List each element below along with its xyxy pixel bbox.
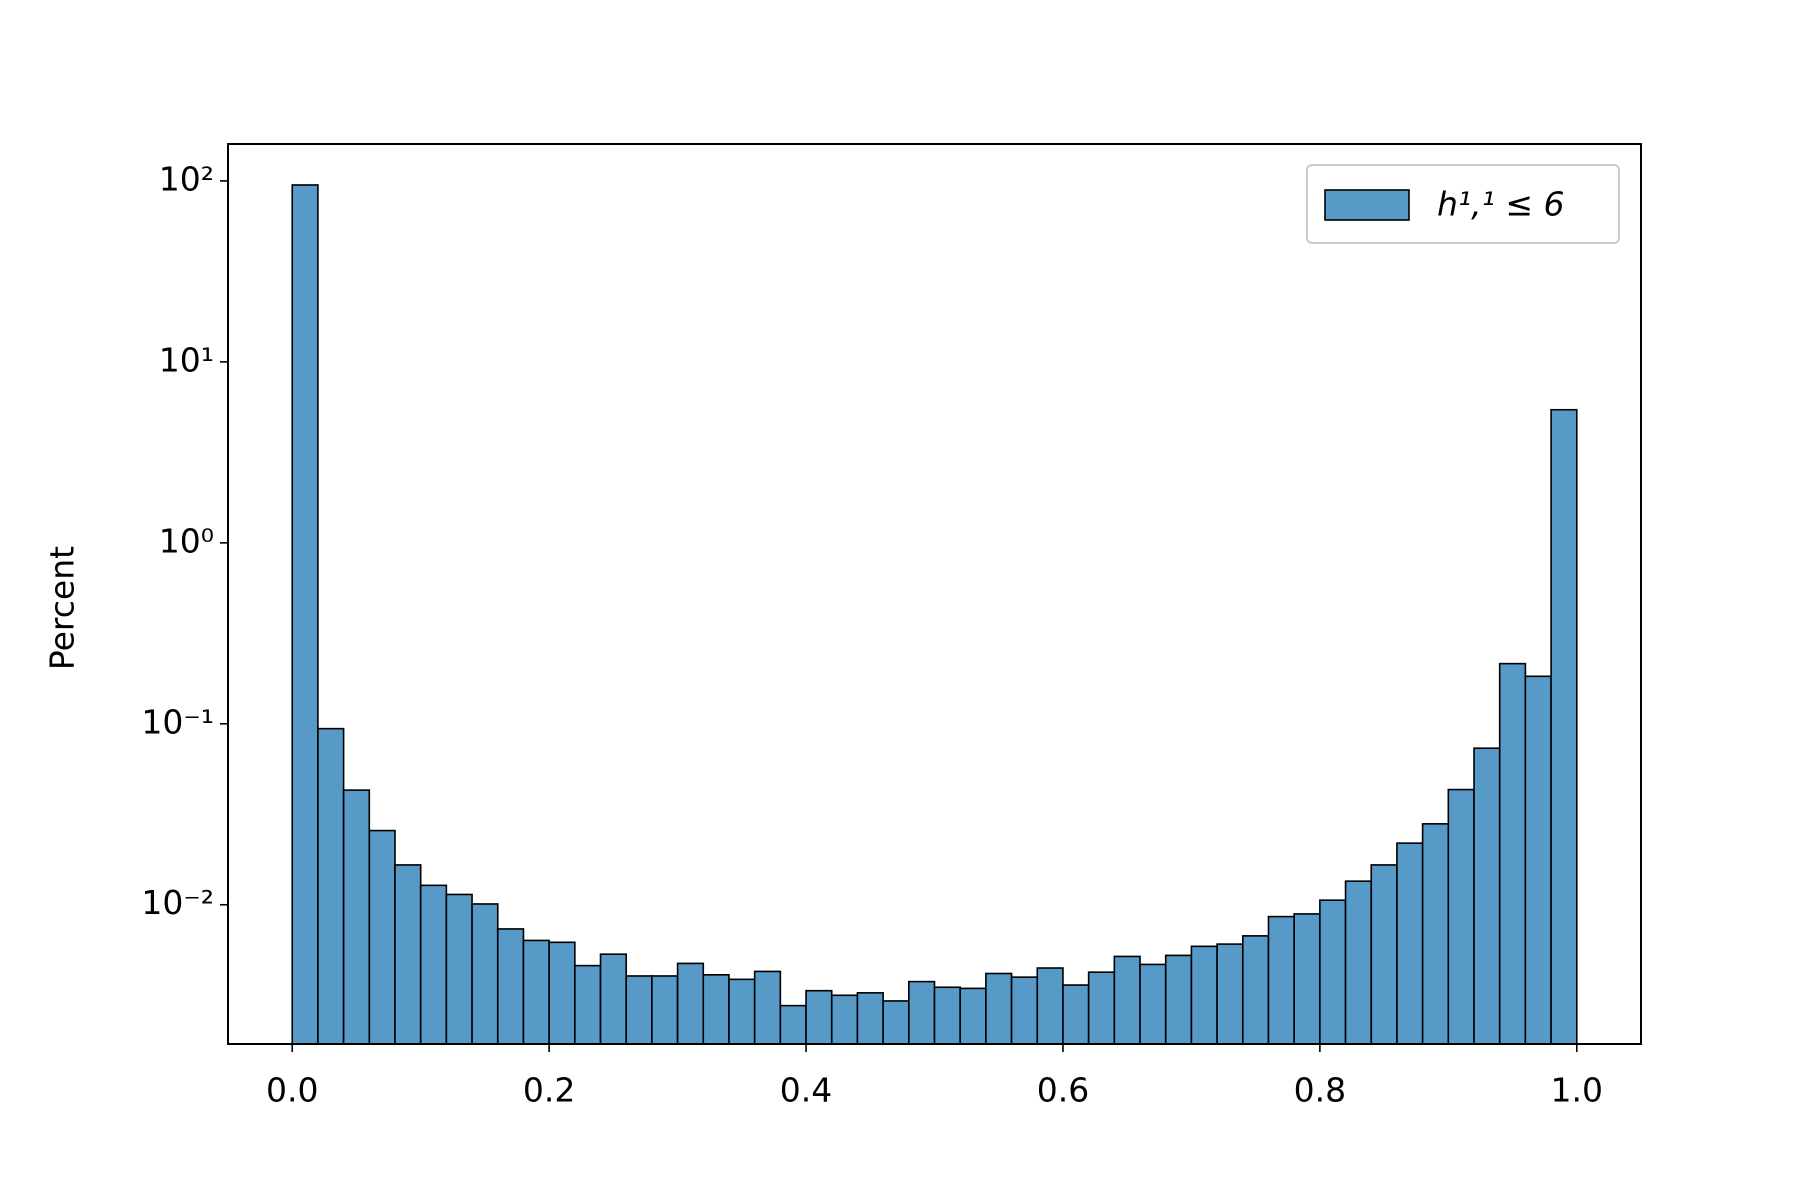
- bar: [908, 980, 936, 1045]
- y-tick-label: 10⁻¹: [141, 702, 214, 741]
- legend-swatch: [1324, 189, 1410, 221]
- bar: [1550, 408, 1578, 1045]
- y-axis-label: Percent: [43, 546, 82, 670]
- bar: [959, 987, 987, 1045]
- x-tick-label: 1.0: [1551, 1071, 1603, 1110]
- x-tick-label: 0.6: [1037, 1071, 1089, 1110]
- bar: [985, 972, 1013, 1045]
- bar: [599, 953, 628, 1045]
- y-tick-label: 10²: [159, 159, 214, 198]
- bar: [1498, 662, 1527, 1045]
- bar: [1473, 747, 1501, 1045]
- bar: [1010, 976, 1039, 1045]
- y-tick-label: 10⁻²: [141, 883, 214, 922]
- bar: [368, 829, 396, 1045]
- bar: [702, 974, 730, 1045]
- bar: [779, 1004, 807, 1045]
- legend-label: h¹,¹ ≤ 6: [1437, 185, 1565, 224]
- bar: [394, 864, 422, 1045]
- x-tick-label: 0.4: [780, 1071, 832, 1110]
- bar: [1036, 967, 1064, 1045]
- bar: [625, 975, 653, 1045]
- bar: [548, 941, 576, 1045]
- bar: [1370, 864, 1398, 1045]
- bar: [291, 184, 319, 1045]
- bar: [856, 992, 884, 1045]
- bar: [728, 978, 756, 1045]
- x-tick-label: 0.0: [266, 1071, 318, 1110]
- x-tick-label: 0.2: [523, 1071, 575, 1110]
- y-tick-label: 10¹: [159, 340, 214, 379]
- bar: [1344, 880, 1373, 1045]
- bar: [419, 884, 448, 1045]
- bar: [651, 975, 679, 1045]
- bar: [496, 928, 525, 1045]
- bar: [1524, 675, 1552, 1045]
- bar: [1164, 954, 1193, 1045]
- bar: [1396, 842, 1424, 1045]
- bar: [317, 727, 345, 1045]
- bar: [1062, 984, 1090, 1045]
- bar: [1190, 945, 1218, 1045]
- bar: [805, 989, 833, 1045]
- bar: [1267, 915, 1295, 1045]
- bar: [1139, 963, 1167, 1045]
- bar: [445, 893, 473, 1045]
- bar: [1319, 899, 1347, 1045]
- bar: [676, 962, 705, 1045]
- bar: [882, 1000, 910, 1045]
- bar: [471, 903, 499, 1045]
- bar: [522, 939, 550, 1045]
- bar: [1293, 913, 1321, 1045]
- bar: [1447, 788, 1475, 1045]
- bar: [342, 789, 371, 1045]
- bar: [1216, 943, 1244, 1045]
- bar: [1113, 955, 1141, 1045]
- bar: [574, 964, 602, 1045]
- bar: [1241, 935, 1270, 1045]
- y-tick-label: 10⁰: [159, 521, 214, 560]
- bar: [1087, 971, 1116, 1045]
- bar: [830, 994, 859, 1045]
- bar: [1421, 823, 1450, 1045]
- plot-frame: [227, 143, 1642, 1045]
- bar: [753, 970, 782, 1045]
- legend-box: [1306, 164, 1620, 244]
- x-tick-label: 0.8: [1294, 1071, 1346, 1110]
- bar: [933, 986, 961, 1045]
